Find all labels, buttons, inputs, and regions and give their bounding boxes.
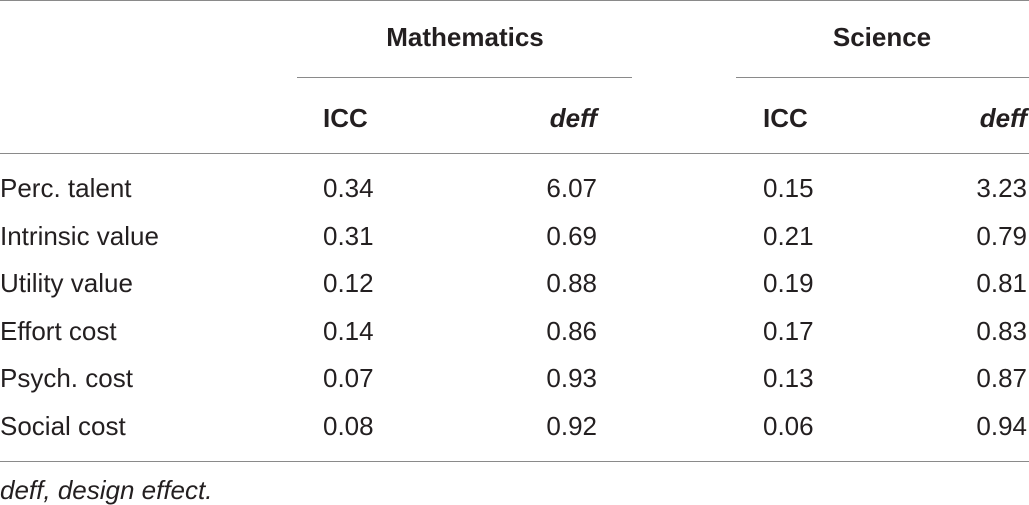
cell: 0.94 xyxy=(976,411,1027,441)
top-rule xyxy=(0,0,1029,1)
column-header: ICC xyxy=(323,103,368,133)
bottom-rule xyxy=(0,461,1029,462)
cell: 0.06 xyxy=(763,411,814,441)
group-header: Science xyxy=(832,22,932,52)
cell: 0.07 xyxy=(323,363,374,394)
cell: 0.08 xyxy=(323,411,374,441)
cell: 0.15 xyxy=(763,173,814,203)
cell: 6.07 xyxy=(546,173,597,203)
group-rule xyxy=(736,77,1029,78)
row-label: Intrinsic value xyxy=(0,220,159,251)
row-label: Utility value xyxy=(0,268,133,299)
row-label: Social cost xyxy=(0,411,126,441)
cell: 0.69 xyxy=(546,220,597,251)
cell: 0.13 xyxy=(763,363,814,394)
column-header: deff xyxy=(549,103,597,133)
cell: 0.17 xyxy=(763,315,814,346)
group-rule xyxy=(297,77,632,78)
cell: 0.83 xyxy=(976,315,1027,346)
cell: 0.81 xyxy=(976,268,1027,299)
cell: 0.34 xyxy=(323,173,374,203)
cell: 0.79 xyxy=(976,220,1027,251)
column-header: deff xyxy=(979,103,1027,133)
column-header: ICC xyxy=(763,103,808,133)
cell: 0.86 xyxy=(546,315,597,346)
group-header: Mathematics xyxy=(386,22,544,52)
row-label: Perc. talent xyxy=(0,173,132,203)
cell: 0.14 xyxy=(323,315,374,346)
cell: 0.12 xyxy=(323,268,374,299)
cell: 3.23 xyxy=(976,173,1027,203)
row-label: Effort cost xyxy=(0,315,117,346)
cell: 0.19 xyxy=(763,268,814,299)
footnote: deff, design effect. xyxy=(0,475,213,505)
cell: 0.93 xyxy=(546,363,597,394)
cell: 0.87 xyxy=(976,363,1027,394)
cell: 0.21 xyxy=(763,220,814,251)
row-label: Psych. cost xyxy=(0,363,133,394)
cell: 0.92 xyxy=(546,411,597,441)
header-rule xyxy=(0,153,1029,154)
cell: 0.88 xyxy=(546,268,597,299)
cell: 0.31 xyxy=(323,220,374,251)
